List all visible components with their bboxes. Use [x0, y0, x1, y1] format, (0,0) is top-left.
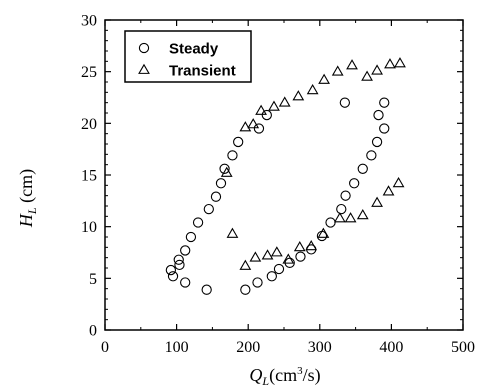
steady-point [357, 163, 368, 174]
transient-point [331, 65, 344, 76]
steady-point [180, 277, 191, 288]
steady-point [339, 97, 351, 108]
transient-point [384, 58, 396, 69]
steady-point [295, 251, 306, 262]
transient-point [247, 118, 260, 129]
transient-point [344, 212, 357, 223]
steady-point [227, 150, 238, 161]
x-tick-label: 300 [308, 339, 332, 356]
x-axis-label-main: Q [249, 365, 262, 385]
transient-point [305, 239, 318, 251]
legend-transient-label: Transient [169, 63, 236, 80]
steady-point [165, 264, 177, 276]
x-axis-label-unit-sup: 3 [297, 365, 303, 377]
steady-point [167, 271, 179, 282]
steady-point [185, 231, 197, 243]
transient-point [333, 212, 346, 223]
y-axis-label-sub: L [25, 207, 39, 215]
steady-point [366, 150, 377, 161]
transient-point [239, 121, 252, 132]
y-tick-label: 30 [81, 13, 97, 30]
transient-point [261, 249, 274, 260]
x-tick-label: 0 [101, 339, 109, 356]
y-axis-label-unit: (cm) [16, 169, 37, 207]
transient-point [382, 185, 395, 196]
y-tick-label: 5 [89, 271, 97, 288]
legend-steady-label: Steady [169, 41, 219, 58]
legend-transient-marker [138, 63, 150, 74]
steady-point [210, 191, 222, 202]
legend-steady-marker [138, 42, 150, 54]
axis-ticks [104, 19, 464, 331]
steady-point [379, 97, 390, 108]
y-tick-label: 20 [81, 116, 97, 133]
transient-point [270, 246, 283, 257]
steady-point [261, 109, 272, 121]
steady-point [174, 259, 185, 271]
transient-point [371, 64, 383, 75]
steady-point [240, 284, 251, 295]
transient-point [282, 253, 295, 264]
steady-point [219, 163, 230, 174]
data-markers [165, 57, 406, 295]
transient-point [292, 90, 305, 101]
x-tick-label: 100 [165, 339, 189, 356]
transient-point [249, 251, 262, 262]
transient-point [356, 208, 369, 220]
transient-point [346, 59, 358, 70]
y-tick-label: 10 [81, 219, 97, 236]
transient-point [317, 227, 330, 238]
transient-point [268, 100, 280, 111]
steady-point [273, 263, 285, 275]
transient-point [394, 57, 406, 68]
transient-point [239, 259, 252, 270]
transient-point [392, 176, 405, 188]
steady-point [253, 123, 265, 134]
steady-point [173, 254, 184, 265]
steady-point [192, 217, 204, 228]
steady-point [201, 284, 212, 295]
transient-point [255, 104, 267, 115]
x-tick-label: 200 [236, 339, 260, 356]
legend: Steady Transient [124, 30, 252, 83]
y-tick-label: 15 [81, 168, 97, 185]
steady-point [203, 203, 214, 215]
tick-labels: 0 100 200 300 400 500 0 5 10 15 20 25 30 [81, 13, 475, 357]
steady-point [325, 217, 336, 228]
transient-point [278, 96, 291, 107]
steady-point [233, 136, 244, 148]
x-axis-label-sub: L [261, 374, 269, 388]
steady-point [180, 245, 191, 256]
steady-point [373, 109, 384, 121]
transient-point [293, 241, 306, 252]
transient-point [306, 83, 319, 95]
y-tick-label: 25 [81, 64, 97, 81]
transient-point [220, 166, 233, 177]
y-axis-label-main: H [16, 213, 36, 228]
steady-point [336, 203, 347, 215]
steady-point [349, 178, 360, 189]
series-steady [165, 97, 390, 295]
x-axis-label-unit-pre: (cm [269, 365, 297, 386]
y-axis-label: HL (cm) [16, 169, 39, 228]
steady-point [215, 178, 227, 189]
x-tick-label: 500 [451, 339, 475, 356]
steady-point [340, 190, 351, 201]
transient-point [318, 73, 330, 84]
steady-point [379, 123, 390, 134]
transient-point [226, 227, 239, 238]
x-axis-label-unit-post: /s) [303, 365, 321, 386]
x-axis-label: QL(cm3/s) [249, 365, 320, 388]
transient-point [361, 70, 373, 81]
y-tick-label: 0 [89, 323, 97, 340]
series-transient [220, 57, 406, 270]
transient-point [371, 196, 383, 207]
steady-point [266, 271, 277, 282]
steady-point [252, 277, 263, 288]
x-tick-label: 400 [379, 339, 403, 356]
steady-point [371, 136, 383, 148]
